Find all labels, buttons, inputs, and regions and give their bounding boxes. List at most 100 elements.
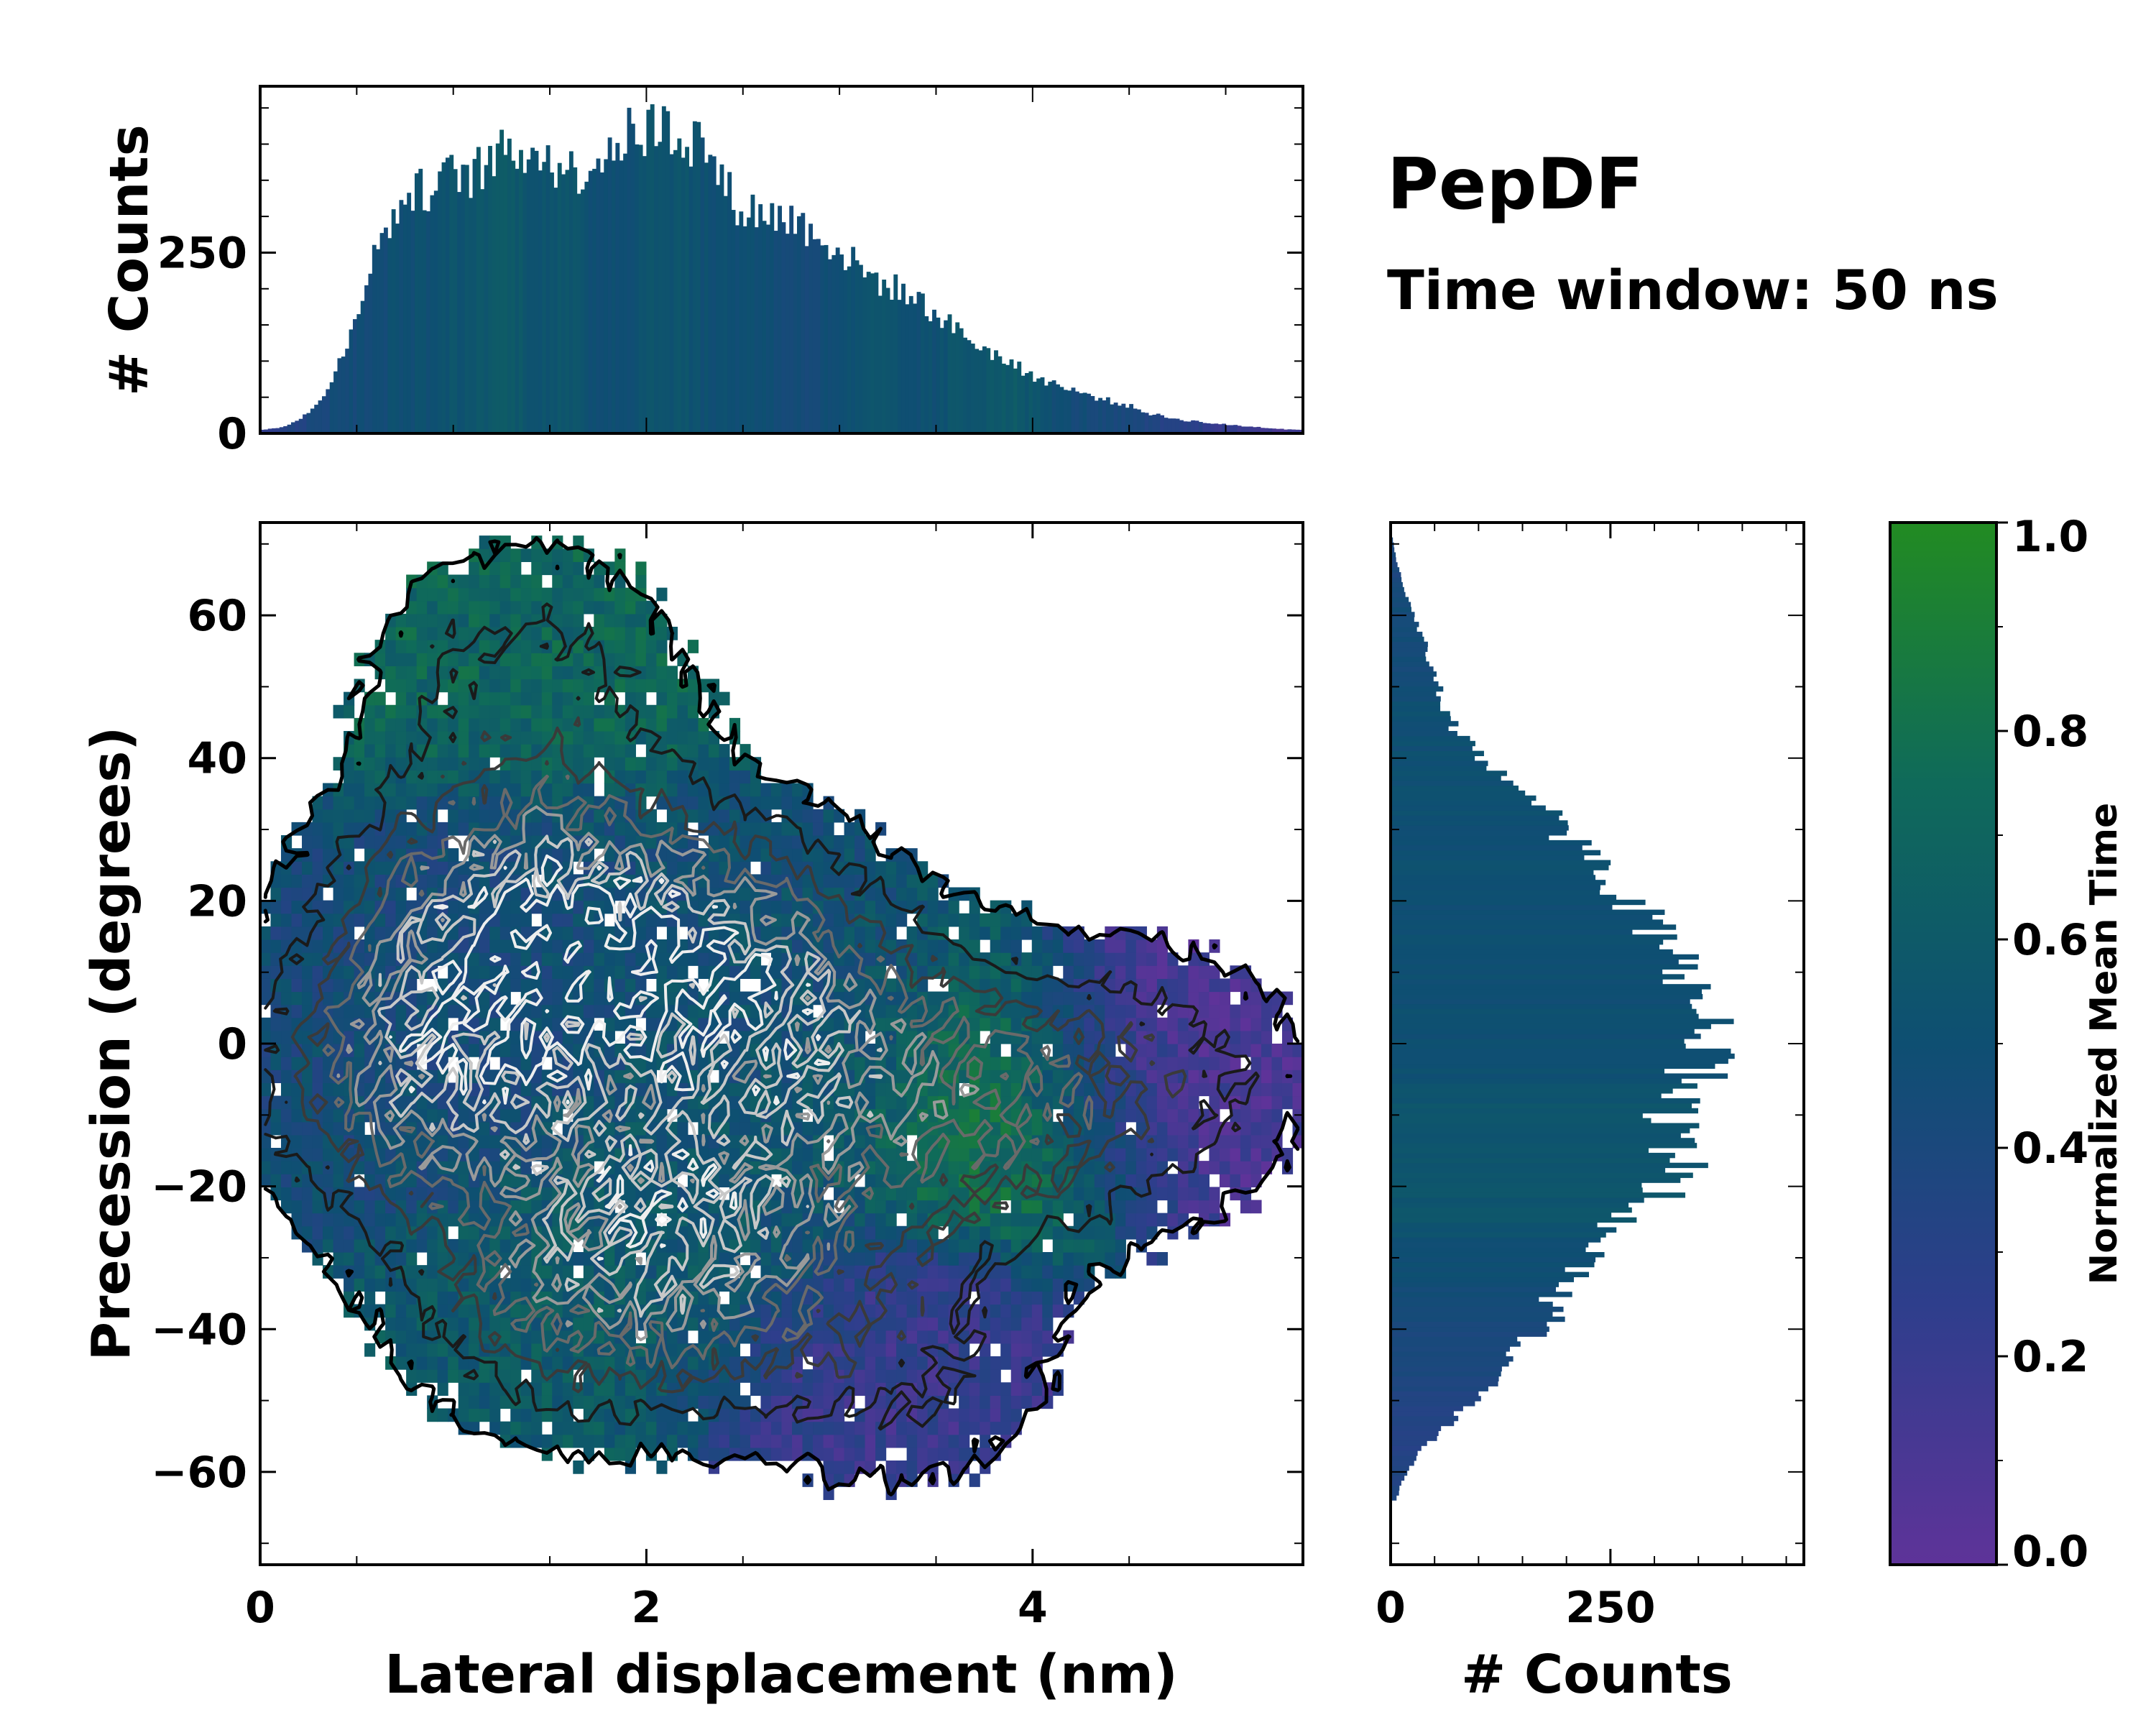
heatmap-cell [541,952,553,966]
heatmap-cell [385,744,397,758]
heatmap-cell [458,666,469,680]
heatmap-cell [1146,1004,1158,1018]
heatmap-cell [520,913,532,927]
heatmap-cell [865,1174,876,1187]
heatmap-cell [458,1395,469,1409]
heatmap-cell [1021,1265,1033,1279]
heatmap-cell [1188,978,1199,993]
heatmap-cell [1031,1238,1043,1253]
heatmap-cell [364,1070,376,1083]
heatmap-cell [385,1225,397,1240]
heatmap-cell [614,731,626,745]
heatmap-cell [364,900,376,914]
heatmap-cell [760,1434,772,1448]
heatmap-cell [499,1238,511,1253]
heatmap-cell [781,1291,793,1305]
heatmap-cell [917,1408,929,1422]
heatmap-cell [323,1225,334,1240]
top-histogram-bar [1087,393,1091,433]
top-histogram-bar [329,382,334,433]
heatmap-cell [1010,1017,1022,1031]
heatmap-cell [834,1382,845,1396]
heatmap-cell [1094,1252,1105,1266]
heatmap-cell [531,587,543,602]
heatmap-cell [698,952,709,966]
heatmap-cell [395,678,407,693]
heatmap-cell [520,1161,532,1174]
heatmap-cell [489,666,501,680]
heatmap-cell [1146,978,1158,993]
heatmap-cell [385,717,397,732]
heatmap-cell [719,783,730,797]
heatmap-cell [499,770,511,784]
heatmap-cell [834,1395,845,1409]
top-histogram-bar [947,314,952,433]
heatmap-cell [333,1108,344,1123]
right-histogram-bar [1391,1222,1598,1228]
heatmap-cell [823,1447,834,1461]
heatmap-cell [656,1252,668,1266]
heatmap-cell [437,1408,448,1422]
right-histogram-bar [1391,1157,1670,1164]
right-histogram-bar [1391,1113,1643,1119]
heatmap-cell [510,978,522,993]
right-histogram-bar [1391,1292,1572,1297]
heatmap-cell [854,1238,866,1253]
heatmap-cell [656,640,668,653]
heatmap-cell [1010,978,1022,993]
heatmap-cell [865,1200,876,1214]
right-histogram-bar [1391,1316,1565,1322]
heatmap-cell [562,666,573,680]
heatmap-cell [1177,1044,1189,1057]
top-histogram-bar [808,224,813,433]
heatmap-cell [1063,965,1074,979]
heatmap-cell [865,1460,876,1474]
heatmap-cell [594,822,605,836]
heatmap-cell [1177,991,1189,1006]
heatmap-cell [427,1252,438,1266]
heatmap-cell [479,1291,490,1305]
heatmap-cell [938,1278,949,1292]
heatmap-cell [959,1265,970,1279]
heatmap-cell [1125,939,1137,953]
heatmap-cell [906,887,918,901]
heatmap-cell [541,1187,553,1201]
heatmap-cell [385,809,397,823]
heatmap-cell [645,913,657,927]
heatmap-cell [510,600,522,615]
heatmap-cell [834,1460,845,1474]
heatmap-cell [834,913,845,927]
right-histogram-bar [1391,1202,1629,1208]
heatmap-cell [406,678,418,693]
heatmap-cell [980,991,991,1006]
right-histogram-bar [1391,1237,1601,1243]
heatmap-cell [635,653,647,666]
heatmap-cell [625,678,636,693]
heatmap-cell [708,770,720,784]
heatmap-cell [656,717,668,732]
heatmap-cell [583,1004,594,1018]
heatmap-cell [760,783,772,797]
heatmap-cell [854,1225,866,1240]
right-histogram-bar [1391,1331,1547,1337]
heatmap-cell [448,600,459,615]
heatmap-cell [927,887,939,901]
heatmap-cell [1135,978,1147,993]
heatmap-cell [416,587,428,602]
heatmap-cell [740,1408,751,1422]
heatmap-cell [458,574,469,589]
heatmap-cell [448,744,459,758]
heatmap-cell [614,717,626,732]
heatmap-cell [1000,1330,1012,1344]
heatmap-cell [479,965,490,979]
heatmap-cell [1042,991,1054,1006]
heatmap-cell [1261,1017,1273,1031]
heatmap-cell [489,1238,501,1253]
heatmap-cell [1052,1252,1064,1266]
heatmap-cell [520,952,532,966]
heatmap-cell [614,653,626,666]
heatmap-cell [573,900,584,914]
heatmap-cell [896,1343,908,1357]
heatmap-cell [719,1278,730,1292]
top-histogram-bar [858,264,863,433]
